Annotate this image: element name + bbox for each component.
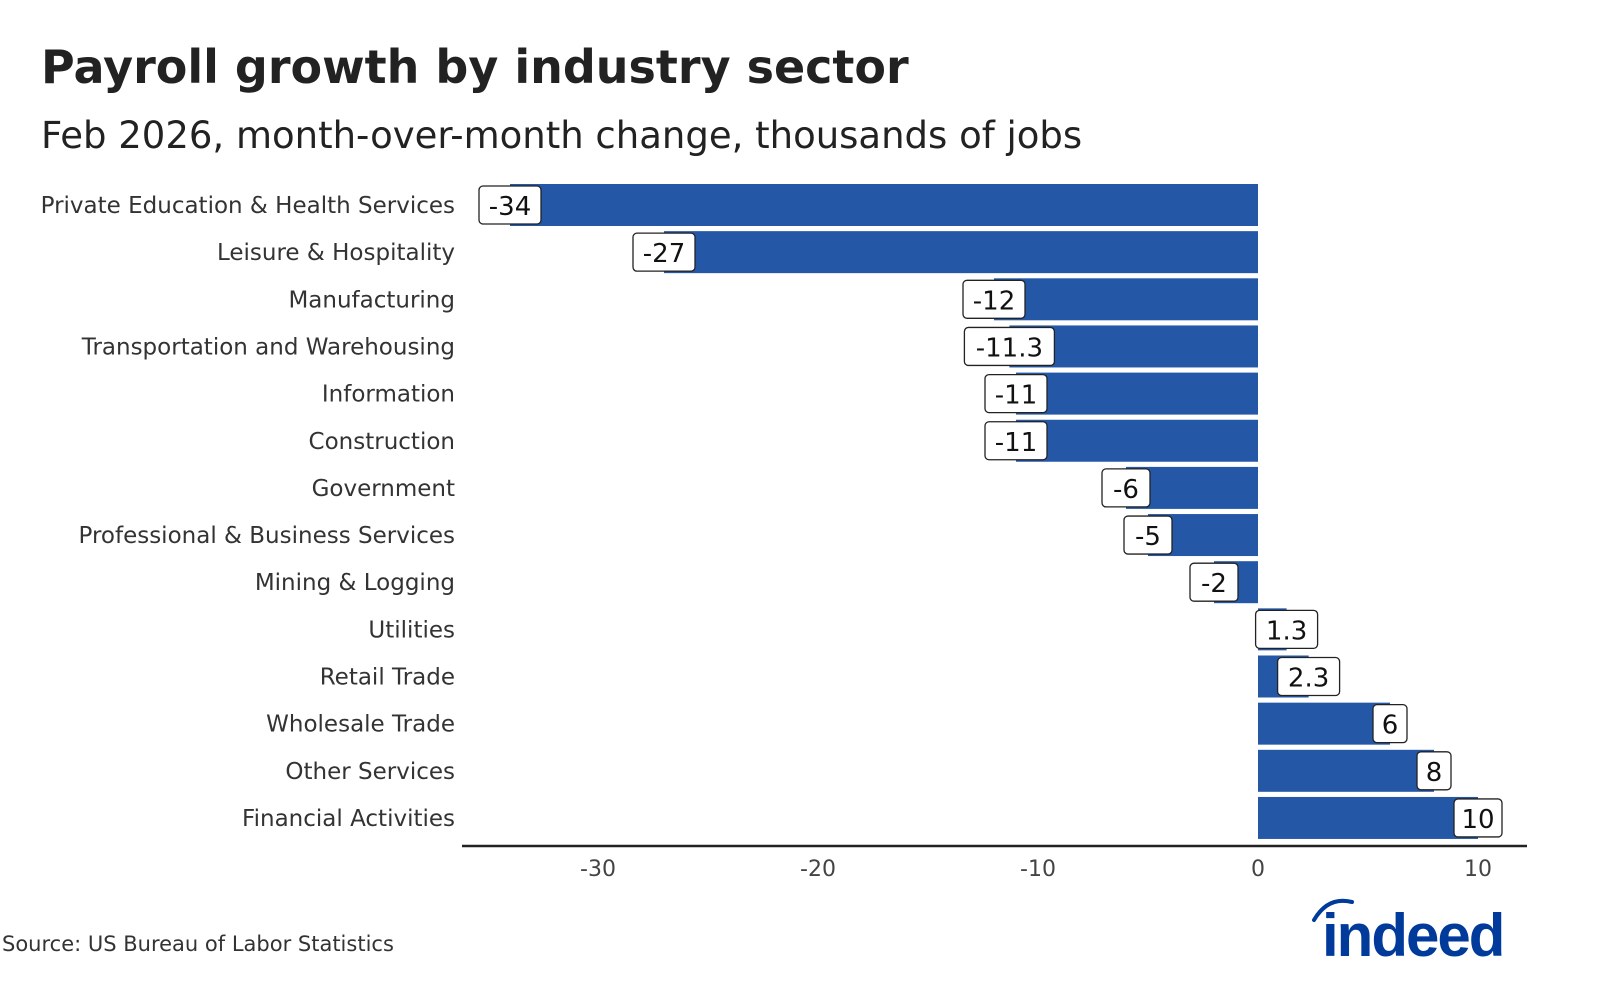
data-label: 6 [1382,711,1399,741]
data-label-box [1453,798,1503,838]
data-label-box [962,279,1026,319]
data-label-box [1254,609,1319,649]
svg-text:indeed: indeed [1322,902,1503,964]
data-label: 10 [1461,805,1494,835]
data-label: -6 [1113,475,1139,505]
category-label: Information [322,382,455,408]
data-label-box [1276,656,1341,697]
data-label-box [478,185,542,225]
chart-subtitle: Feb 2026, month-over-month change, thous… [41,114,1083,157]
data-label: -12 [973,286,1015,316]
data-label-box [1189,562,1239,602]
category-label: Government [312,476,455,502]
x-tick-label: -20 [800,857,836,882]
data-label: 1.3 [1266,616,1307,646]
data-label-box [984,421,1048,461]
indeed-logo: indeed [1312,898,1505,964]
data-label: -27 [643,239,685,269]
category-label: Retail Trade [320,665,455,691]
bar [510,184,1258,226]
bar [1258,702,1390,745]
data-label-box [1416,751,1452,791]
bar [1258,796,1478,839]
data-label: -5 [1135,522,1161,552]
data-label: 2.3 [1288,664,1329,694]
data-label-box [984,373,1048,414]
data-label: -11.3 [976,333,1043,363]
category-label: Other Services [285,759,455,785]
category-label: Professional & Business Services [78,523,455,549]
chart-title: Payroll growth by industry sector [41,40,909,94]
x-tick-label: 0 [1251,857,1265,882]
bar [664,231,1258,274]
category-label: Leisure & Hospitality [217,240,455,266]
category-label: Financial Activities [242,806,455,832]
category-label: Wholesale Trade [266,712,455,738]
category-label: Construction [309,429,455,455]
category-label: Utilities [368,617,455,643]
category-label: Manufacturing [288,287,455,313]
bar [1258,749,1434,792]
data-label: -11 [995,428,1037,458]
bar [1016,419,1258,462]
data-label: -34 [489,192,531,222]
data-label-box [1372,704,1408,744]
data-label-box [1123,515,1173,555]
data-label-box [1101,468,1151,508]
x-tick-label: -10 [1020,857,1056,882]
source-note: Source: US Bureau of Labor Statistics [2,932,394,956]
data-label-box [963,326,1056,367]
x-tick-label: -30 [580,857,616,882]
bar [994,278,1258,321]
category-label: Private Education & Health Services [41,193,455,219]
data-label: -11 [995,381,1037,411]
x-tick-label: 10 [1464,857,1492,882]
data-label: 8 [1426,758,1443,788]
bar [1016,372,1258,415]
data-label: -2 [1201,569,1227,599]
category-label: Mining & Logging [255,570,455,596]
data-label-box [632,232,696,272]
category-label: Transportation and Warehousing [81,334,455,360]
